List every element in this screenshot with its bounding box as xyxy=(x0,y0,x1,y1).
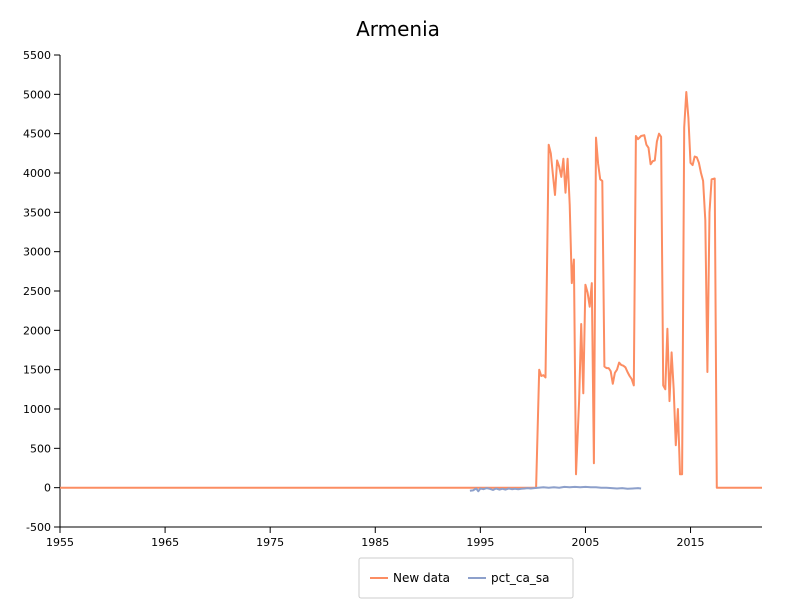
y-tick-label: 2000 xyxy=(23,324,51,337)
series-line-2 xyxy=(469,485,642,493)
legend-box xyxy=(358,557,574,599)
series-layer xyxy=(60,91,762,493)
y-tick-label: 1500 xyxy=(23,364,51,377)
x-tick-label: 1955 xyxy=(46,536,74,549)
y-tick-label: 500 xyxy=(30,442,51,455)
x-tick-label: 1965 xyxy=(151,536,179,549)
legend-label: pct_ca_sa xyxy=(491,571,549,585)
y-tick-label: 5000 xyxy=(23,88,51,101)
y-tick-label: 5500 xyxy=(23,49,51,62)
x-tick-label: 2005 xyxy=(571,536,599,549)
legend-label: New data xyxy=(393,571,450,585)
y-tick-label: 4000 xyxy=(23,167,51,180)
y-tick-label: -500 xyxy=(26,521,51,534)
x-tick-label: 1995 xyxy=(466,536,494,549)
axes: -500 0 500 1000 1500 2000 2500 3000 3500 4000 4500… xyxy=(23,49,762,549)
chart-title: Armenia xyxy=(356,17,440,41)
x-tick-label: 2015 xyxy=(677,536,705,549)
y-tick-label: 0 xyxy=(44,482,51,495)
y-tick-label: 3500 xyxy=(23,206,51,219)
x-tick-label: 1975 xyxy=(256,536,284,549)
y-tick-label: 2500 xyxy=(23,285,51,298)
series-line-1 xyxy=(60,91,762,489)
legend: New data pct_ca_sa xyxy=(358,557,574,599)
y-tick-label: 1000 xyxy=(23,403,51,416)
x-tick-label: 1985 xyxy=(361,536,389,549)
y-tick-label: 4500 xyxy=(23,128,51,141)
y-tick-label: 3000 xyxy=(23,246,51,259)
